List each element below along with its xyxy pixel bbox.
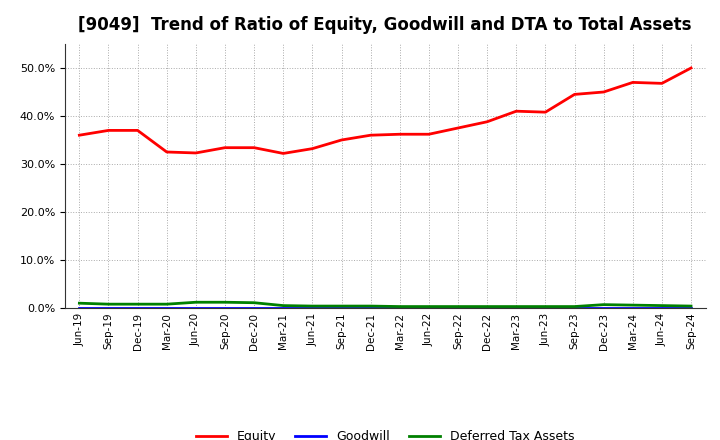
Equity: [250, 145, 258, 150]
Deferred Tax Assets: [192, 300, 200, 305]
Equity: [279, 151, 287, 156]
Equity: [104, 128, 113, 133]
Equity: [599, 89, 608, 95]
Deferred Tax Assets: [337, 304, 346, 309]
Deferred Tax Assets: [629, 302, 637, 308]
Deferred Tax Assets: [308, 304, 317, 309]
Deferred Tax Assets: [570, 304, 579, 309]
Goodwill: [133, 305, 142, 311]
Equity: [454, 125, 462, 131]
Deferred Tax Assets: [250, 300, 258, 305]
Goodwill: [425, 305, 433, 311]
Goodwill: [483, 305, 492, 311]
Deferred Tax Assets: [599, 302, 608, 307]
Legend: Equity, Goodwill, Deferred Tax Assets: Equity, Goodwill, Deferred Tax Assets: [191, 425, 580, 440]
Equity: [687, 66, 696, 71]
Deferred Tax Assets: [483, 304, 492, 309]
Goodwill: [192, 305, 200, 311]
Goodwill: [75, 305, 84, 311]
Equity: [366, 132, 375, 138]
Equity: [570, 92, 579, 97]
Deferred Tax Assets: [75, 301, 84, 306]
Goodwill: [163, 305, 171, 311]
Goodwill: [220, 305, 229, 311]
Goodwill: [541, 305, 550, 311]
Equity: [133, 128, 142, 133]
Equity: [192, 150, 200, 156]
Deferred Tax Assets: [133, 301, 142, 307]
Goodwill: [629, 305, 637, 311]
Deferred Tax Assets: [104, 301, 113, 307]
Equity: [425, 132, 433, 137]
Deferred Tax Assets: [395, 304, 404, 309]
Goodwill: [599, 305, 608, 311]
Equity: [483, 119, 492, 125]
Deferred Tax Assets: [366, 304, 375, 309]
Goodwill: [337, 305, 346, 311]
Goodwill: [308, 305, 317, 311]
Goodwill: [570, 305, 579, 311]
Deferred Tax Assets: [454, 304, 462, 309]
Equity: [163, 149, 171, 154]
Deferred Tax Assets: [512, 304, 521, 309]
Equity: [512, 109, 521, 114]
Equity: [220, 145, 229, 150]
Goodwill: [104, 305, 113, 311]
Deferred Tax Assets: [687, 304, 696, 309]
Equity: [629, 80, 637, 85]
Deferred Tax Assets: [163, 301, 171, 307]
Goodwill: [250, 305, 258, 311]
Deferred Tax Assets: [657, 303, 666, 308]
Equity: [395, 132, 404, 137]
Deferred Tax Assets: [541, 304, 550, 309]
Line: Equity: Equity: [79, 68, 691, 154]
Goodwill: [687, 305, 696, 311]
Equity: [541, 110, 550, 115]
Deferred Tax Assets: [279, 303, 287, 308]
Equity: [337, 137, 346, 143]
Line: Deferred Tax Assets: Deferred Tax Assets: [79, 302, 691, 307]
Goodwill: [366, 305, 375, 311]
Goodwill: [512, 305, 521, 311]
Goodwill: [279, 305, 287, 311]
Title: [9049]  Trend of Ratio of Equity, Goodwill and DTA to Total Assets: [9049] Trend of Ratio of Equity, Goodwil…: [78, 16, 692, 34]
Deferred Tax Assets: [220, 300, 229, 305]
Goodwill: [657, 305, 666, 311]
Deferred Tax Assets: [425, 304, 433, 309]
Goodwill: [454, 305, 462, 311]
Equity: [308, 146, 317, 151]
Equity: [75, 132, 84, 138]
Goodwill: [395, 305, 404, 311]
Equity: [657, 81, 666, 86]
